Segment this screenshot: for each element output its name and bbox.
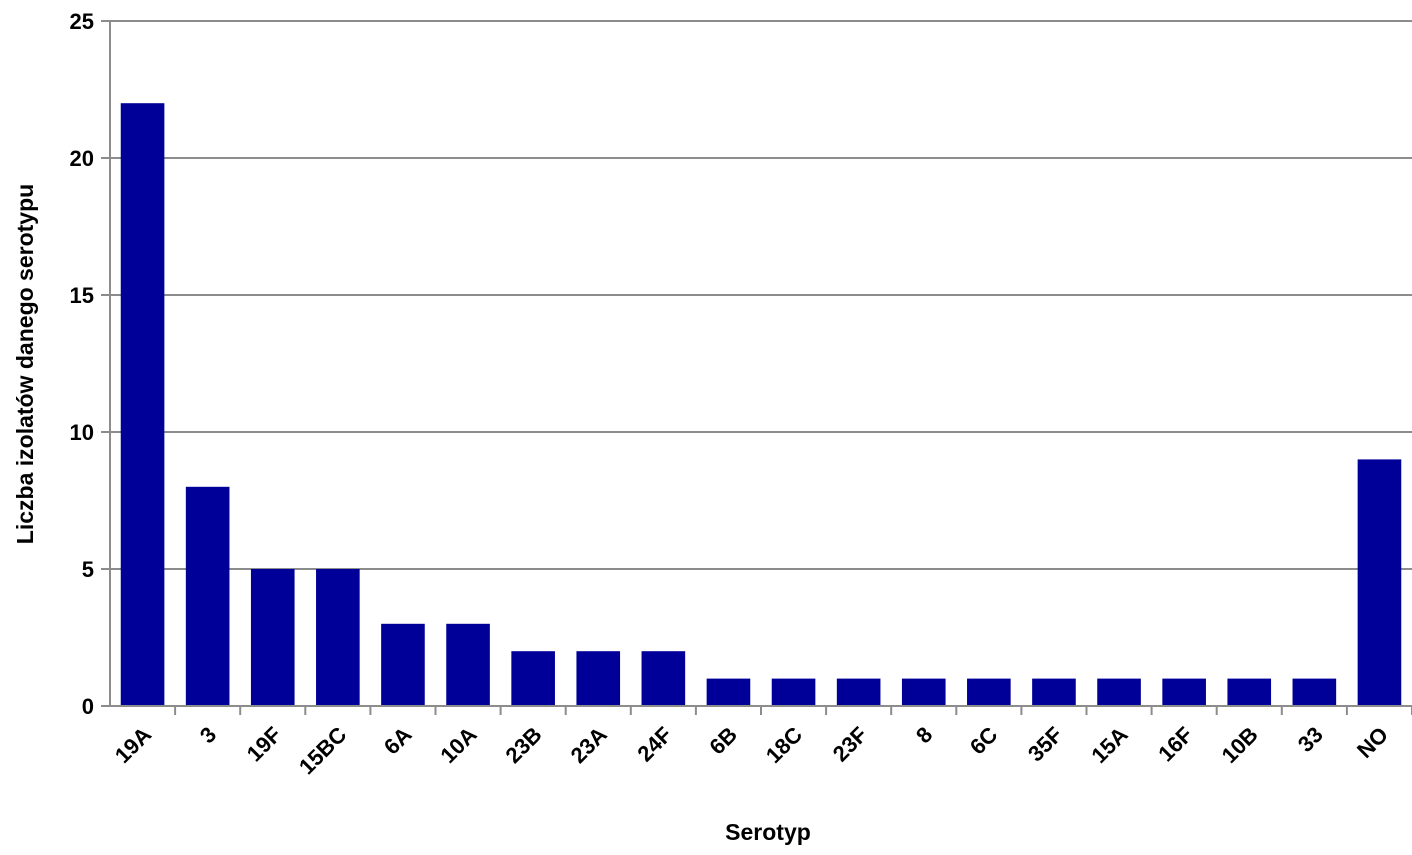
bar-24f <box>641 651 686 706</box>
x-tick-label: 10A <box>435 722 481 768</box>
y-tick-label: 0 <box>82 694 94 719</box>
gridlines <box>110 20 1412 570</box>
x-tick-label: 18C <box>761 722 807 768</box>
bar-15bc <box>316 569 360 706</box>
y-tick-label: 25 <box>70 9 94 34</box>
x-tick-label: 8 <box>911 722 937 748</box>
x-tick-label: 16F <box>1153 722 1197 766</box>
x-tick-label: 23B <box>500 722 546 768</box>
y-tick-label: 10 <box>70 420 94 445</box>
bar-35f <box>1032 678 1076 706</box>
x-tick-label: 19F <box>242 722 286 766</box>
bar-16f <box>1162 678 1206 706</box>
x-tick-labels: 19A 3 19F 15BC 6A 10A 23B 23A 24F 6B 18C 23F 8 6C 35F 1… <box>110 722 1393 780</box>
x-tick-label: NO <box>1352 722 1393 763</box>
x-tick-label: 6C <box>965 722 1003 760</box>
x-axis-title: Serotyp <box>725 819 811 845</box>
x-tick-label: 6A <box>379 722 417 760</box>
x-tick-label: 3 <box>195 722 221 748</box>
bar-6b <box>706 678 751 706</box>
x-tick-label: 24F <box>632 722 676 766</box>
bar-23a <box>576 651 621 706</box>
bar-23f <box>836 678 881 706</box>
bar-19f <box>250 569 295 706</box>
bar-18c <box>771 678 816 706</box>
bar-33 <box>1292 678 1337 706</box>
bar-3 <box>185 486 230 706</box>
bar-10b <box>1227 678 1272 706</box>
x-tick-label: 33 <box>1293 722 1328 757</box>
x-tick-label: 23F <box>828 722 872 766</box>
x-tick-label: 10B <box>1217 722 1263 768</box>
y-tick-label: 20 <box>70 146 94 171</box>
x-tick-label: 6B <box>704 722 742 760</box>
bar-no <box>1357 459 1402 706</box>
x-tick-label: 15BC <box>294 722 352 780</box>
bar-15a <box>1097 678 1141 706</box>
y-tick-label: 15 <box>70 283 94 308</box>
bar-8 <box>901 678 946 706</box>
bar-23b <box>511 651 555 706</box>
y-tick-label: 5 <box>82 557 94 582</box>
x-tick-label: 19A <box>110 722 156 768</box>
bar-10a <box>446 623 490 706</box>
bar-6a <box>381 623 425 706</box>
bars <box>120 103 1402 706</box>
bar-19a <box>120 103 165 706</box>
x-tick-label: 23A <box>566 722 612 768</box>
y-axis-title: Liczba izolatów danego serotypu <box>12 184 38 544</box>
x-tick-label: 35F <box>1023 722 1067 766</box>
bar-6c <box>967 678 1011 706</box>
x-tick-label: 15A <box>1086 722 1132 768</box>
y-tick-labels: 0 5 10 15 20 25 <box>70 9 94 719</box>
axes <box>101 20 1412 715</box>
